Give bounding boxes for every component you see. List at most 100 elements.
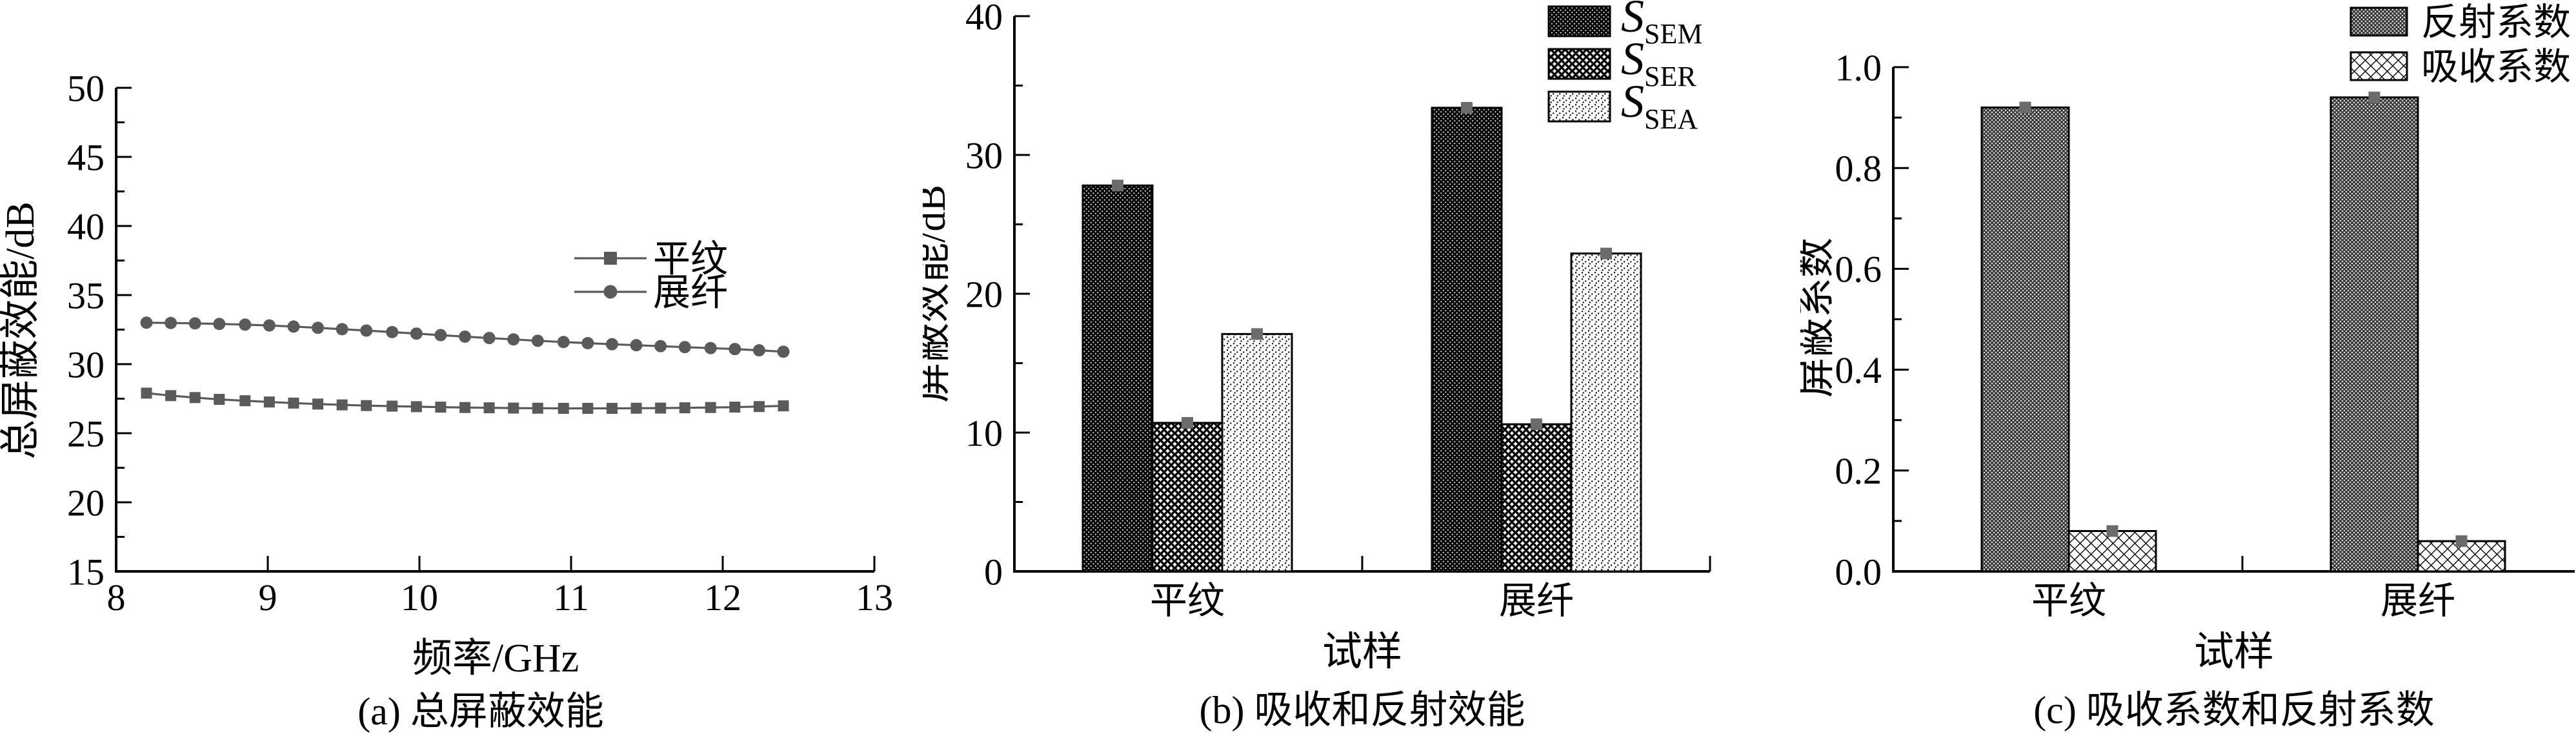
- marker-plain-weave: [679, 402, 690, 414]
- bar-reflection-coefficient-spread-tow: [2329, 96, 2419, 573]
- marker-spread-tow: [165, 316, 177, 329]
- legend-label-plain-weave: 平纹: [653, 238, 728, 280]
- legend-swatch-s-sea: [1547, 90, 1611, 123]
- y-axis-label-b: 屏蔽效能/dB: [923, 185, 954, 403]
- marker-spread-tow: [605, 338, 618, 351]
- axis-spines-a: [115, 88, 874, 573]
- error-marker-square: [2455, 535, 2468, 547]
- y-tick-label: 30: [67, 343, 105, 385]
- y-tick-label: 40: [965, 0, 1003, 37]
- marker-spread-tow: [630, 339, 643, 352]
- marker-plain-weave: [532, 402, 543, 414]
- legend-swatch-reflection-coefficient: [2350, 6, 2408, 37]
- marker-spread-tow: [531, 334, 544, 347]
- error-marker-square: [1461, 101, 1473, 114]
- marker-plain-weave: [312, 398, 324, 410]
- x-tick-label: 11: [553, 577, 589, 619]
- marker-spread-tow: [581, 336, 594, 349]
- y-tick-label: 0.6: [1835, 249, 1882, 291]
- marker-spread-tow: [459, 330, 471, 343]
- marker-spread-tow: [483, 332, 496, 345]
- panel-a-total-se: 15 20 25 30 35 40 45 50 8 9 10 11 12 13 平纹 展纤 总屏蔽效能/dB …: [0, 0, 923, 747]
- marker-plain-weave: [387, 400, 398, 412]
- y-axis-label-c: 屏蔽系数: [1800, 238, 1838, 398]
- marker-plain-weave: [606, 402, 618, 414]
- x-axis-label-c: 试样: [2194, 630, 2274, 674]
- x-tick-label: 13: [856, 577, 893, 619]
- marker-plain-weave: [655, 402, 667, 414]
- y-tick-label: 0.0: [1835, 551, 1882, 593]
- marker-spread-tow: [188, 317, 201, 330]
- marker-plain-weave: [558, 402, 569, 414]
- bar-s-ser-spread-tow: [1500, 423, 1573, 573]
- category-label-plain-weave: 平纹: [2031, 580, 2106, 622]
- marker-plain-weave: [141, 387, 152, 399]
- error-marker-square: [1182, 416, 1193, 429]
- marker-plain-weave: [239, 395, 251, 407]
- y-tick-label: 1.0: [1835, 46, 1882, 88]
- x-tick-label: 8: [107, 577, 126, 619]
- legend-label-s-ser: SSER: [1621, 33, 1696, 92]
- y-tick-label: 40: [67, 205, 105, 247]
- marker-plain-weave: [288, 397, 299, 409]
- y-tick-label: 50: [67, 67, 105, 109]
- marker-spread-tow: [360, 324, 373, 337]
- marker-spread-tow: [386, 325, 399, 338]
- error-marker-square: [1531, 418, 1542, 431]
- bar-reflection-coefficient-plain-weave: [1980, 106, 2070, 573]
- y-tick-label: 0.8: [1835, 148, 1882, 190]
- marker-plain-weave: [435, 402, 447, 413]
- y-axis-label-a: 总屏蔽效能/dB: [0, 201, 43, 460]
- marker-plain-weave: [705, 402, 716, 413]
- y-tick-label: 0.4: [1835, 349, 1882, 391]
- legend-swatch-absorption-coefficient: [2350, 51, 2408, 81]
- y-tick-label: 35: [67, 274, 105, 316]
- marker-plain-weave: [459, 402, 470, 413]
- marker-plain-weave: [508, 402, 519, 414]
- y-tick-label: 45: [67, 136, 105, 178]
- category-label-spread-tow: 展纤: [2380, 580, 2455, 622]
- error-marker-square: [1112, 179, 1123, 192]
- bar-s-sea-plain-weave: [1221, 333, 1293, 573]
- x-tick-label: 10: [401, 577, 438, 619]
- category-label-plain-weave: 平纹: [1150, 580, 1225, 622]
- y-tick-label: 20: [67, 482, 105, 524]
- marker-plain-weave: [189, 392, 201, 404]
- marker-spread-tow: [312, 322, 325, 334]
- marker-plain-weave: [582, 402, 594, 414]
- error-marker-square: [2368, 91, 2380, 103]
- y-tick-label: 30: [965, 134, 1003, 176]
- bar-s-ser-plain-weave: [1151, 422, 1223, 573]
- marker-spread-tow: [410, 327, 423, 340]
- marker-spread-tow: [777, 345, 790, 358]
- marker-plain-weave: [361, 400, 372, 411]
- marker-spread-tow: [263, 319, 276, 332]
- marker-spread-tow: [140, 316, 153, 329]
- marker-plain-weave: [336, 399, 348, 411]
- legend-label-absorption-coefficient: 吸收系数: [2421, 46, 2571, 88]
- bar-s-sem-plain-weave: [1082, 184, 1154, 573]
- bar-s-sea-spread-tow: [1570, 252, 1642, 573]
- legend-label-s-sea: SSEA: [1621, 76, 1698, 135]
- legend-marker-spread-tow: [603, 285, 618, 299]
- marker-plain-weave: [729, 402, 741, 413]
- marker-plain-weave: [778, 400, 789, 412]
- marker-spread-tow: [752, 344, 765, 357]
- marker-spread-tow: [704, 342, 717, 354]
- marker-plain-weave: [753, 401, 765, 413]
- panel-caption-c: (c) 吸收系数和反射系数: [2033, 689, 2435, 732]
- x-axis-label-a: 频率/GHz: [412, 637, 579, 680]
- y-tick-label: 20: [965, 273, 1003, 315]
- category-label-spread-tow: 展纤: [1499, 580, 1574, 622]
- error-marker-square: [2019, 101, 2031, 114]
- marker-spread-tow: [557, 336, 570, 349]
- x-tick-label: 9: [259, 577, 277, 619]
- marker-plain-weave: [483, 402, 495, 414]
- marker-plain-weave: [165, 390, 177, 402]
- legend-swatch-s-sem: [1547, 5, 1611, 37]
